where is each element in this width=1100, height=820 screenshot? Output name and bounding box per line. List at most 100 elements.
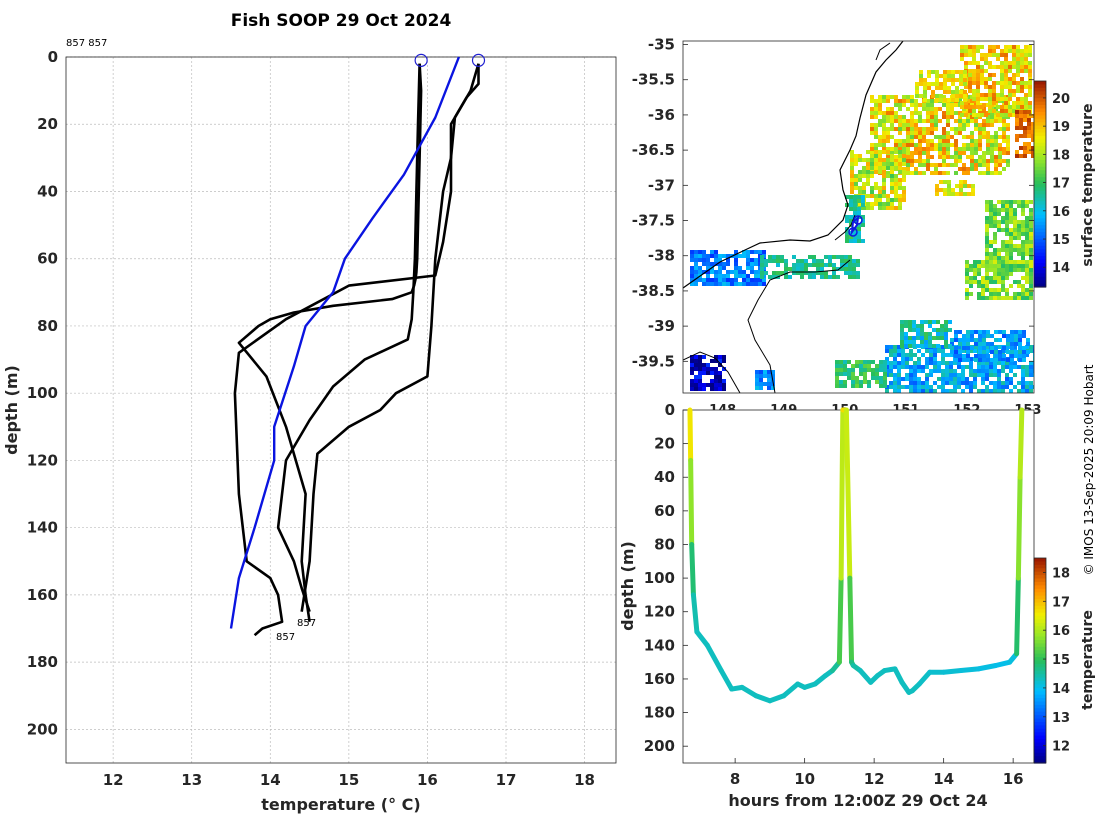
sst-cell (909, 377, 913, 381)
sst-cell (762, 250, 766, 254)
sst-cell (982, 151, 986, 155)
sst-cell (746, 274, 750, 278)
sst-cell (1029, 240, 1033, 244)
sst-cell (990, 151, 994, 155)
sst-cell (849, 203, 853, 207)
sst-cell (902, 127, 906, 131)
sst-cell (882, 174, 886, 178)
sst-cell (1029, 264, 1033, 268)
sst-cell (738, 274, 742, 278)
sst-cell (856, 275, 860, 279)
sst-cell (849, 195, 853, 199)
sst-cell (858, 186, 862, 190)
temperature-colorbar-segment (1034, 561, 1046, 566)
sst-cell (1009, 252, 1013, 256)
sst-cell (1000, 49, 1004, 53)
sst-cell (760, 267, 764, 271)
sst-cell (1005, 288, 1009, 292)
temperature-colorbar-segment (1034, 670, 1046, 675)
sst-cell (948, 320, 952, 324)
sst-cell (886, 174, 890, 178)
sst-cell (792, 271, 796, 275)
profile-ytick-label: 120 (27, 451, 58, 469)
sst-colorbar-segment (1034, 201, 1046, 206)
sst-cell (894, 194, 898, 198)
sst-cell (943, 78, 947, 82)
sst-cell (1017, 228, 1021, 232)
sst-cell (1020, 97, 1024, 101)
sst-cell (1024, 57, 1028, 61)
sst-cell (768, 259, 772, 263)
sst-cell (849, 239, 853, 243)
sst-cell (980, 45, 984, 49)
sst-cell (870, 171, 874, 175)
sst-cell (924, 340, 928, 344)
sst-cell (1019, 114, 1023, 118)
sst-cell (920, 328, 924, 332)
sst-cell (910, 139, 914, 143)
sst-cell (925, 385, 929, 389)
sst-cell (986, 163, 990, 167)
temperature-colorbar-segment (1034, 687, 1046, 692)
sst-cell (870, 99, 874, 103)
sst-cell (950, 103, 954, 107)
sst-cell (874, 166, 878, 170)
sst-cell (722, 383, 726, 387)
sst-cell (1002, 139, 1006, 143)
sst-cell (857, 195, 861, 199)
sst-cell (859, 372, 863, 376)
sst-cell (981, 280, 985, 284)
sst-cell (878, 99, 882, 103)
sst-cell (1025, 280, 1029, 284)
profile-1-line (237, 63, 423, 622)
sst-cell (886, 135, 890, 139)
sst-cell (998, 147, 1002, 151)
sst-cell (694, 258, 698, 262)
sst-cell (800, 259, 804, 263)
temperature-colorbar-frame (1033, 557, 1047, 764)
sst-cell (1009, 389, 1013, 393)
sst-cell (836, 255, 840, 259)
sst-cell (1005, 345, 1009, 349)
sst-cell (706, 363, 710, 367)
sst-cell (1020, 69, 1024, 73)
sst-colorbar-segment (1034, 194, 1046, 199)
sst-cell (938, 139, 942, 143)
sst-cell (919, 94, 923, 98)
sst-cell (800, 263, 804, 267)
sst-cell (935, 74, 939, 78)
sst-cell (878, 190, 882, 194)
sst-cell (883, 384, 887, 388)
sst-cell (935, 192, 939, 196)
sst-cell (894, 159, 898, 163)
sst-cell (1002, 159, 1006, 163)
sst-cell (1028, 85, 1032, 89)
sst-cell (941, 345, 945, 349)
sst-cell (914, 143, 918, 147)
sst-cell (904, 324, 908, 328)
sst-cell (878, 198, 882, 202)
sst-cell (863, 360, 867, 364)
sst-colorbar-segment (1034, 142, 1046, 147)
sst-cell (918, 151, 922, 155)
sst-cell (922, 127, 926, 131)
sst-cell (879, 364, 883, 368)
sst-cell (943, 192, 947, 196)
sst-cell (1012, 109, 1016, 113)
sst-cell (918, 143, 922, 147)
sst-cell (714, 254, 718, 258)
sst-cell (874, 182, 878, 186)
sst-cell (714, 262, 718, 266)
sst-cell (800, 271, 804, 275)
sst-cell (820, 267, 824, 271)
sst-cell (1001, 296, 1005, 300)
sst-cell (1025, 276, 1029, 280)
sst-cell (1000, 53, 1004, 57)
sst-cell (1017, 232, 1021, 236)
sst-cell (954, 139, 958, 143)
sst-cell (961, 373, 965, 377)
sst-cell (1028, 105, 1032, 109)
sst-cell (784, 259, 788, 263)
sst-cell (1004, 101, 1008, 105)
sst-cell (955, 86, 959, 90)
